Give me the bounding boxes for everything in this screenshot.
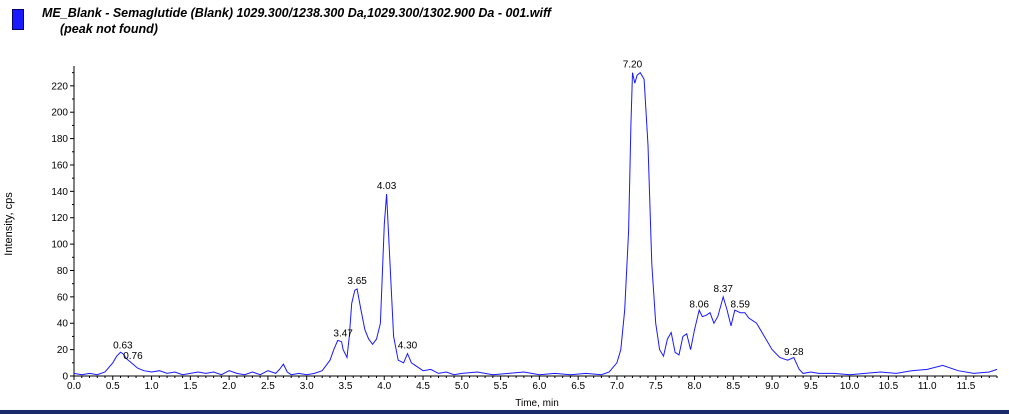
x-tick-label: 0.0 [67,381,81,392]
y-tick-label: 220 [51,81,68,92]
peak-status: (peak not found) [60,22,158,36]
y-tick-label: 60 [57,292,69,303]
x-tick-label: 5.0 [455,381,469,392]
legend-swatch[interactable] [12,9,24,30]
y-tick-label: 80 [57,266,69,277]
x-tick-label: 1.5 [183,381,197,392]
x-tick-label: 0.5 [106,381,120,392]
y-tick-label: 180 [51,134,68,145]
peak-label: 7.20 [623,60,643,71]
y-tick-label: 120 [51,213,68,224]
peak-labels: 0.630.76 3.47 3.65 4.03 4.30 7.20 8.06 8.37 8.59… [113,60,804,362]
x-tick-label: 6.5 [571,381,585,392]
x-tick-label: 10.0 [840,381,860,392]
peak-label: 4.30 [398,341,418,352]
x-tick-label: 8.0 [688,381,702,392]
bottom-border [0,410,1009,414]
peak-label: 8.37 [713,284,733,295]
x-axis-label: Time, min [515,398,559,409]
y-tick-label: 140 [51,187,68,198]
x-tick-label: 3.0 [300,381,314,392]
x-tick-label: 2.0 [222,381,236,392]
chart-title: ME_Blank - Semaglutide (Blank) 1029.300/… [42,6,552,20]
y-tick-label: 100 [51,240,68,251]
y-tick-label: 200 [51,108,68,119]
peak-label: 3.47 [333,329,353,340]
chromatogram-header: ME_Blank - Semaglutide (Blank) 1029.300/… [0,0,1009,45]
x-tick-label: 9.5 [804,381,818,392]
x-tick-label: 9.0 [765,381,779,392]
peak-label: 0.76 [123,351,143,362]
x-tick-label: 2.5 [261,381,275,392]
x-tick-label: 11.5 [957,381,976,392]
y-tick-label: 40 [57,319,69,330]
x-tick-label: 7.0 [610,381,624,392]
y-axis-label: Intensity, cps [3,192,15,256]
peak-label: 4.03 [377,181,397,192]
x-tick-label: 1.0 [145,381,159,392]
y-tick-label: 160 [51,160,68,171]
x-tick-label: 7.5 [649,381,663,392]
x-tick-label: 11.0 [918,381,937,392]
peak-label: 8.59 [731,300,751,311]
x-tick-label: 6.0 [532,381,546,392]
x-tick-label: 10.5 [879,381,899,392]
y-tick-label: 0 [62,372,68,383]
x-tick-label: 4.5 [416,381,430,392]
peak-label: 3.65 [347,276,367,287]
x-tick-label: 3.5 [339,381,353,392]
chromatogram-trace [73,71,998,376]
peak-label: 9.28 [784,347,804,358]
y-tick-label: 20 [57,345,69,356]
x-axis-ticks: 0.0 0.5 1.0 1.5 2.0 2.5 3.0 3.5 4.0 4.5 5.0 5.5 6.0 6… [67,376,998,392]
x-tick-label: 5.5 [494,381,508,392]
chart-axes [73,66,997,377]
x-tick-label: 4.0 [377,381,391,392]
x-tick-label: 8.5 [726,381,740,392]
peak-label: 0.63 [113,341,133,352]
peak-label: 8.06 [689,300,709,311]
y-axis-ticks: 0 20 40 60 80 100 120 140 160 180 200 220 [51,72,74,383]
